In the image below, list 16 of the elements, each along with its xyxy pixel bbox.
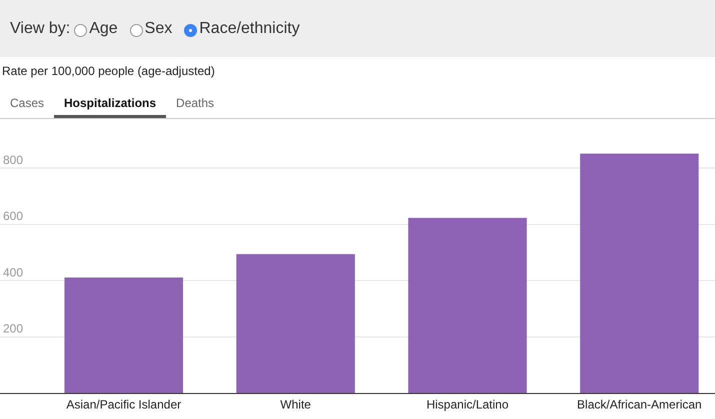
text: Sex	[144, 20, 172, 38]
x-tick-label: Black/African-American	[577, 397, 702, 412]
text: View by:	[10, 20, 70, 38]
y-tick-label: 400	[3, 265, 24, 280]
x-tick-label: White	[280, 397, 312, 412]
text: Hospitalizations	[54, 90, 166, 118]
text: Race/ethnicity	[199, 20, 300, 38]
y-tick-label: 600	[3, 209, 24, 224]
chart-subtitle: Rate per 100,000 people (age-adjusted)	[2, 64, 216, 78]
x-tick-label: Hispanic/Latino	[426, 397, 509, 412]
y-tick-label: 200	[3, 322, 24, 336]
y-tick-label: 800	[3, 152, 24, 167]
text: Deaths	[175, 95, 216, 112]
text: Cases	[9, 95, 46, 112]
text: Age	[89, 20, 118, 38]
x-tick-label: Asian/Pacific Islander	[66, 397, 182, 412]
